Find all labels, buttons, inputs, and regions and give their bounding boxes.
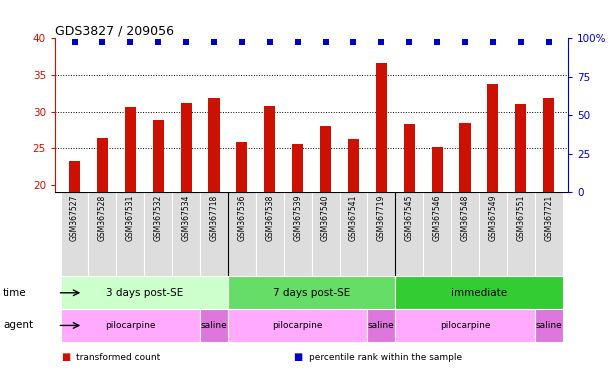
Text: ■: ■ [293,352,302,362]
Bar [543,98,554,192]
Bar [479,192,507,276]
Text: GSM367719: GSM367719 [377,195,386,241]
Bar [153,119,164,192]
Text: GSM367540: GSM367540 [321,195,330,241]
Point [265,39,275,45]
Bar [507,192,535,276]
Point [237,39,247,45]
Point [460,39,470,45]
Bar [284,192,312,276]
Text: immediate: immediate [451,288,507,298]
Bar [125,107,136,192]
Text: GSM367721: GSM367721 [544,195,553,241]
Bar [256,192,284,276]
Bar [236,142,247,192]
Point [209,39,219,45]
Text: GSM367718: GSM367718 [210,195,219,241]
Bar [431,147,443,192]
Point [432,39,442,45]
Text: GSM367539: GSM367539 [293,195,302,241]
Bar [348,139,359,192]
Bar [320,126,331,192]
Bar [488,84,499,192]
Text: percentile rank within the sample: percentile rank within the sample [309,353,462,362]
Point [376,39,386,45]
Point [70,39,79,45]
Text: GSM367536: GSM367536 [238,195,246,241]
Bar [116,192,144,276]
Bar [459,122,470,192]
Bar [208,98,219,192]
Point [125,39,135,45]
Bar [404,124,415,192]
Bar [97,138,108,192]
Text: GDS3827 / 209056: GDS3827 / 209056 [55,24,174,37]
Bar [292,144,303,192]
Point [181,39,191,45]
Text: GSM367545: GSM367545 [404,195,414,241]
Point [321,39,331,45]
Text: saline: saline [200,321,227,330]
Text: GSM367534: GSM367534 [181,195,191,241]
Point [153,39,163,45]
Text: GSM367541: GSM367541 [349,195,358,241]
Bar [144,192,172,276]
Text: 3 days post-SE: 3 days post-SE [106,288,183,298]
Bar [228,276,395,309]
Text: saline: saline [535,321,562,330]
Bar [180,103,192,192]
Text: ■: ■ [61,352,70,362]
Bar [535,192,563,276]
Text: transformed count: transformed count [76,353,161,362]
Bar [228,309,367,342]
Text: time: time [3,288,27,298]
Bar [395,309,535,342]
Point [544,39,554,45]
Bar [172,192,200,276]
Text: GSM367548: GSM367548 [461,195,469,241]
Text: saline: saline [368,321,395,330]
Bar [60,309,200,342]
Text: GSM367527: GSM367527 [70,195,79,241]
Bar [340,192,367,276]
Bar [264,106,276,192]
Bar [60,192,89,276]
Point [348,39,358,45]
Bar [535,309,563,342]
Bar [60,276,228,309]
Bar [69,161,80,192]
Bar [200,192,228,276]
Text: GSM367532: GSM367532 [154,195,163,241]
Point [488,39,498,45]
Text: GSM367546: GSM367546 [433,195,442,241]
Bar [312,192,340,276]
Text: GSM367528: GSM367528 [98,195,107,241]
Bar [228,192,256,276]
Bar [200,309,228,342]
Text: GSM367538: GSM367538 [265,195,274,241]
Bar [395,276,563,309]
Point [516,39,525,45]
Text: 7 days post-SE: 7 days post-SE [273,288,350,298]
Text: pilocarpine: pilocarpine [105,321,156,330]
Bar [395,192,423,276]
Bar [376,63,387,192]
Point [98,39,108,45]
Text: pilocarpine: pilocarpine [273,321,323,330]
Bar [367,192,395,276]
Text: GSM367531: GSM367531 [126,195,135,241]
Point [404,39,414,45]
Text: pilocarpine: pilocarpine [440,321,490,330]
Text: GSM367551: GSM367551 [516,195,525,241]
Bar [451,192,479,276]
Bar [367,309,395,342]
Text: GSM367549: GSM367549 [488,195,497,241]
Text: agent: agent [3,320,33,331]
Bar [423,192,451,276]
Point [293,39,302,45]
Bar [515,104,527,192]
Bar [89,192,116,276]
